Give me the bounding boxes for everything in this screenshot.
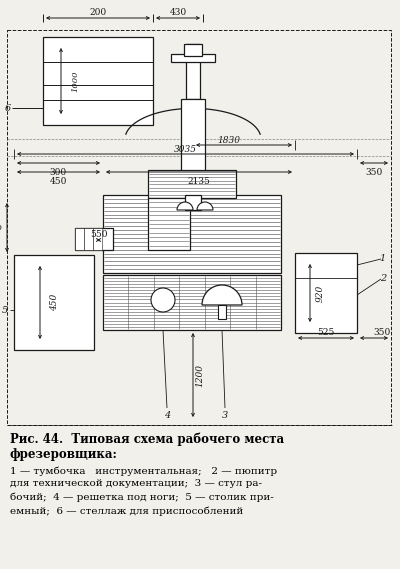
Text: 3: 3 — [222, 410, 228, 419]
Bar — [103, 195, 281, 273]
Bar — [103, 275, 281, 330]
Text: 450: 450 — [50, 294, 60, 311]
Bar — [75, 228, 113, 250]
Text: 300: 300 — [50, 167, 66, 176]
Bar — [148, 198, 190, 250]
Bar — [295, 253, 357, 333]
Wedge shape — [177, 202, 193, 210]
Bar — [186, 44, 200, 99]
Text: 525: 525 — [317, 328, 335, 336]
Text: 1000: 1000 — [71, 70, 79, 92]
Text: 5: 5 — [2, 306, 8, 315]
Circle shape — [151, 288, 175, 312]
Text: 920: 920 — [316, 284, 324, 302]
Text: 350: 350 — [373, 328, 391, 336]
Text: 4: 4 — [164, 410, 170, 419]
Text: 100: 100 — [0, 224, 3, 232]
Wedge shape — [197, 202, 213, 210]
Text: 2135: 2135 — [188, 176, 210, 185]
Text: 1 — тумбочка   инструментальная;   2 — пюпитр
для технической документации;  3 —: 1 — тумбочка инструментальная; 2 — пюпит… — [10, 466, 277, 516]
Bar — [148, 170, 236, 198]
Text: 550: 550 — [90, 229, 107, 238]
Bar — [93, 228, 102, 250]
Bar — [185, 195, 201, 210]
Wedge shape — [202, 285, 242, 305]
Text: фрезеровщика:: фрезеровщика: — [10, 448, 118, 461]
Bar — [184, 44, 202, 56]
Text: 2: 2 — [380, 274, 386, 282]
Bar — [43, 37, 153, 125]
Text: 1830: 1830 — [218, 135, 240, 145]
Bar — [14, 255, 94, 350]
Polygon shape — [171, 54, 215, 62]
Text: 450: 450 — [49, 176, 67, 185]
Text: Рис. 44.  Типовая схема рабочего места: Рис. 44. Типовая схема рабочего места — [10, 432, 284, 446]
Bar — [218, 305, 226, 319]
Bar — [181, 99, 205, 194]
Text: 3035: 3035 — [174, 145, 196, 154]
Text: 350: 350 — [365, 167, 383, 176]
Bar — [84, 228, 93, 250]
Text: 1200: 1200 — [196, 364, 204, 386]
Text: 430: 430 — [170, 7, 186, 17]
Text: 6: 6 — [5, 104, 11, 113]
Text: 200: 200 — [90, 7, 106, 17]
Bar — [7, 30, 391, 425]
Text: 1: 1 — [380, 254, 386, 262]
Bar — [75, 228, 84, 250]
